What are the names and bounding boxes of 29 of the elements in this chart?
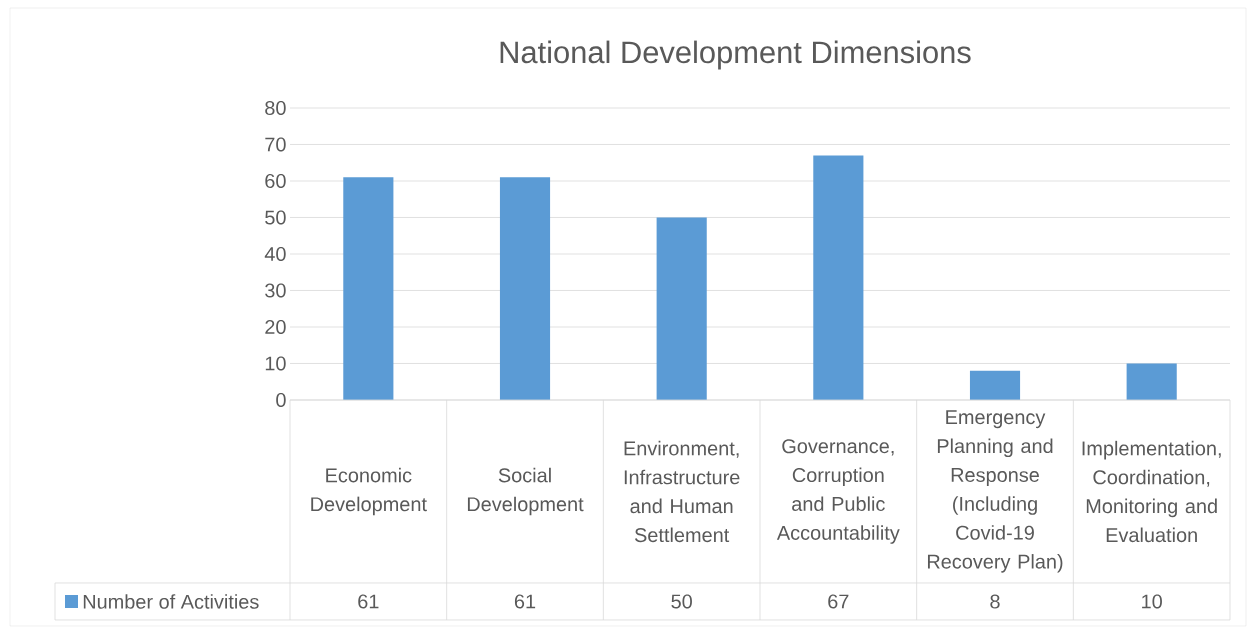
data-label: 10 bbox=[1142, 594, 1162, 609]
data-label: 50 bbox=[671, 594, 692, 609]
y-tick-label: 30 bbox=[265, 283, 286, 298]
bar bbox=[343, 177, 394, 400]
data-label: 61 bbox=[358, 594, 379, 609]
data-label: 67 bbox=[828, 594, 849, 609]
bar bbox=[813, 155, 864, 400]
bar bbox=[499, 177, 551, 400]
y-tick-label: 50 bbox=[265, 210, 286, 225]
y-tick-label: 20 bbox=[265, 319, 286, 335]
x-tick-label: Economic Development bbox=[311, 467, 427, 516]
bar bbox=[969, 370, 1021, 400]
x-tick-label: Emergency Planning and Response (Including Covid-19 Recovery Plan) bbox=[927, 410, 1063, 573]
y-tick-label: 60 bbox=[265, 173, 286, 189]
y-tick-label: 0 bbox=[276, 392, 286, 408]
data-label: 61 bbox=[514, 594, 536, 609]
chart-title: National Development Dimensions bbox=[500, 40, 971, 70]
bar bbox=[1126, 363, 1177, 400]
y-tick-label: 70 bbox=[265, 137, 286, 152]
x-tick-label: Governance, Corruption and Public Accountability bbox=[776, 439, 900, 544]
y-tick-label: 40 bbox=[264, 246, 286, 262]
x-tick-label: Social Development bbox=[467, 467, 584, 516]
legend-label: Number of Activities bbox=[83, 594, 259, 609]
x-tick-label: Environment, Infrastructure and Human Settlement bbox=[624, 440, 740, 543]
y-tick-label: 10 bbox=[265, 356, 286, 371]
bar bbox=[656, 217, 707, 400]
y-tick-label: 80 bbox=[265, 100, 286, 116]
data-label: 8 bbox=[990, 594, 1000, 609]
x-tick-label: Implementation, Coordination, Monitoring and Evaluation bbox=[1082, 440, 1221, 543]
